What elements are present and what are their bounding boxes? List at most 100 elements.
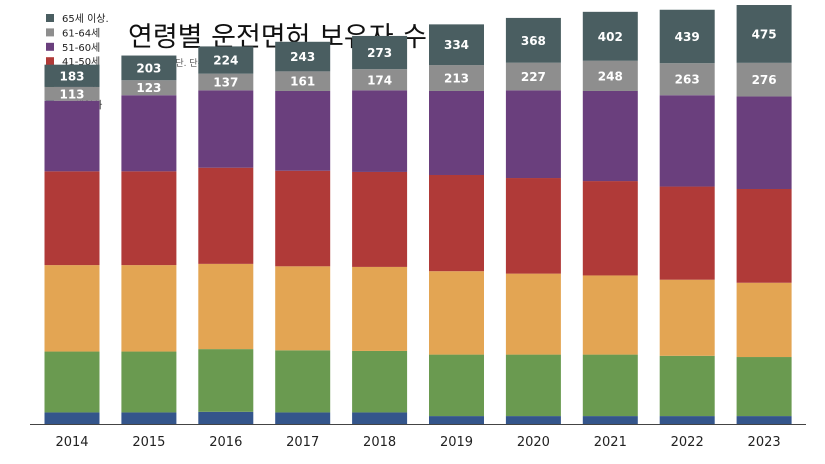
- bar-segment: [275, 71, 331, 91]
- bar-segment: [659, 186, 715, 280]
- x-tick-label: 2016: [209, 435, 242, 450]
- bar-segment: [659, 63, 715, 96]
- bar-segment: [352, 412, 408, 424]
- bar-segment: [121, 95, 177, 172]
- bar-segment: [352, 69, 408, 91]
- bars: [44, 5, 792, 424]
- data-label: 203: [136, 61, 161, 75]
- data-label: 183: [59, 69, 84, 83]
- bar-segment: [505, 90, 561, 179]
- bar-segment: [582, 354, 638, 417]
- bar-segment: [275, 170, 331, 267]
- legend-label: 51-60세: [62, 42, 100, 54]
- data-label: 334: [444, 38, 469, 52]
- bar-segment: [582, 416, 638, 424]
- bar-segment: [505, 178, 561, 274]
- data-label: 174: [367, 73, 392, 87]
- chart-source: 교통관리공단. 단위: 만 명.: [134, 58, 234, 69]
- x-tick-label: 2018: [363, 435, 396, 450]
- legend-swatch: [46, 57, 54, 66]
- bar-segment: [198, 167, 254, 264]
- x-tick-label: 2020: [517, 435, 550, 450]
- bar-segment: [275, 412, 331, 424]
- data-label: 243: [290, 50, 315, 64]
- legend-label: 61-64세: [62, 27, 100, 39]
- x-tick-label: 2022: [671, 435, 704, 450]
- bar-segment: [659, 416, 715, 424]
- bar-segment: [582, 90, 638, 182]
- bar-segment: [352, 266, 408, 351]
- bar-segment: [121, 412, 177, 424]
- bar-segment: [429, 416, 484, 424]
- bar-segment: [582, 181, 638, 276]
- bar-segment: [582, 11, 638, 61]
- bar-segment: [659, 95, 715, 187]
- bar-segment: [505, 354, 561, 417]
- data-label: 113: [59, 87, 84, 101]
- bar-segment: [44, 100, 100, 172]
- bar-segment: [352, 35, 408, 70]
- data-label: 402: [598, 30, 623, 44]
- bar-segment: [121, 171, 177, 266]
- bar-segment: [352, 350, 408, 413]
- data-label: 248: [598, 69, 623, 83]
- bar-segment: [505, 273, 561, 355]
- x-tick-label: 2021: [594, 435, 627, 450]
- data-label: 475: [752, 27, 777, 41]
- bar-segment: [736, 282, 792, 358]
- data-label: 439: [675, 30, 700, 44]
- bar-segment: [736, 5, 792, 63]
- bar-segment: [121, 351, 177, 413]
- value-labels: 113 183 123 203 137 224 161 243 174 273 213 334 227 3…: [59, 27, 776, 101]
- bar-segment: [275, 90, 331, 171]
- bar-segment: [198, 263, 254, 350]
- bar-segment: [275, 350, 331, 413]
- bar-segment: [429, 24, 484, 66]
- bar-segment: [429, 271, 484, 355]
- bar-segment: [429, 174, 484, 272]
- bar-segment: [736, 62, 792, 97]
- x-tick-label: 2015: [132, 435, 165, 450]
- bar-segment: [736, 357, 792, 417]
- bar-segment: [352, 90, 408, 172]
- bar-segment: [44, 64, 100, 87]
- bar-segment: [659, 279, 715, 356]
- data-label: 276: [752, 73, 777, 87]
- data-label: 123: [136, 81, 161, 95]
- bar-segment: [121, 55, 177, 81]
- data-label: 273: [367, 46, 392, 60]
- bar-segment: [44, 265, 100, 352]
- bar-segment: [198, 411, 254, 424]
- legend-label: 65세 이상.: [62, 13, 109, 25]
- bar-segment: [275, 41, 331, 72]
- x-tick-label: 2017: [286, 435, 319, 450]
- legend-swatch: [46, 28, 54, 37]
- bar-segment: [44, 412, 100, 424]
- data-label: 368: [521, 34, 546, 48]
- bar-segment: [198, 90, 254, 168]
- data-label: 227: [521, 70, 546, 84]
- bar-segment: [198, 349, 254, 412]
- data-label: 137: [213, 76, 238, 90]
- data-label: 224: [213, 54, 238, 68]
- bar-segment: [198, 46, 254, 74]
- x-tick-label: 2019: [440, 435, 473, 450]
- bar-segment: [429, 90, 484, 175]
- bar-segment: [505, 17, 561, 63]
- bar-segment: [736, 416, 792, 424]
- x-axis-ticks: 2014 2015 2016 2017 2018 2019 2020 2021 2022 2023: [30, 424, 806, 450]
- bar-segment: [736, 188, 792, 283]
- bar-segment: [352, 171, 408, 267]
- bar-segment: [44, 351, 100, 413]
- bar-segment: [44, 86, 100, 101]
- bar-segment: [582, 275, 638, 355]
- bar-segment: [659, 9, 715, 64]
- data-label: 213: [444, 72, 469, 86]
- bar-segment: [198, 73, 254, 91]
- bar-segment: [505, 62, 561, 91]
- data-label: 263: [675, 73, 700, 87]
- bar-segment: [505, 416, 561, 424]
- bar-segment: [582, 60, 638, 91]
- x-tick-label: 2023: [748, 435, 781, 450]
